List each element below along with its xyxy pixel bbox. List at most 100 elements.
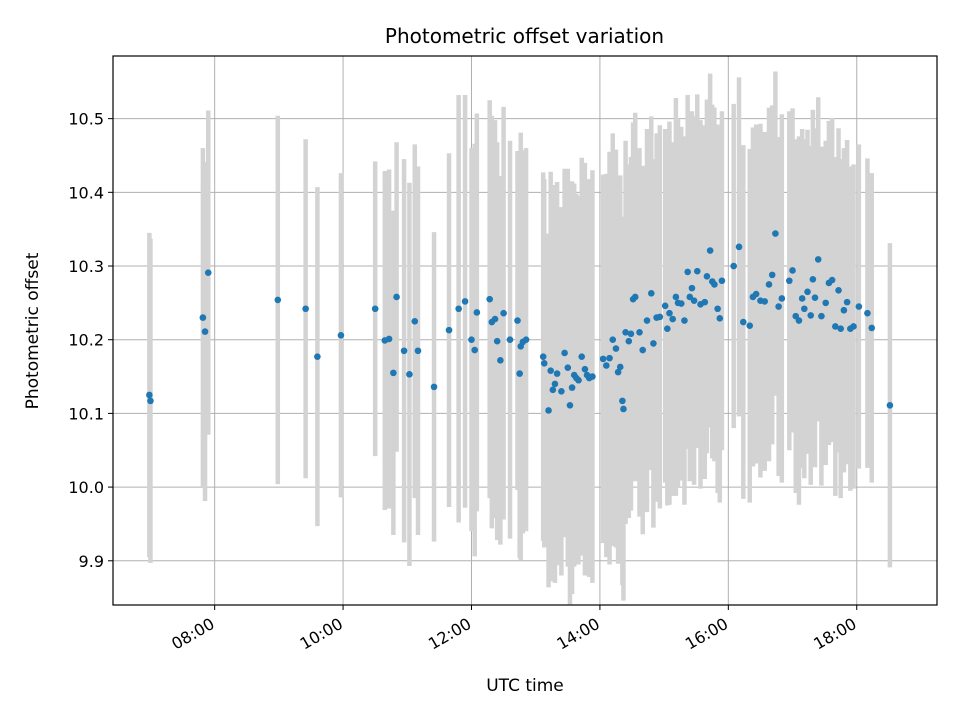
data-point (837, 325, 844, 332)
data-point (575, 376, 582, 384)
y-tick-label: 10.2 (68, 331, 104, 350)
data-point (690, 297, 698, 304)
data-point (558, 387, 565, 395)
data-point (636, 329, 643, 336)
data-point (568, 384, 576, 391)
data-point (622, 329, 629, 336)
data-point (761, 298, 769, 305)
data-point (677, 300, 685, 307)
data-point (650, 340, 657, 347)
data-point (703, 273, 711, 280)
data-point (461, 298, 469, 305)
y-tick-label: 10.1 (68, 404, 104, 423)
data-point (561, 349, 568, 357)
data-point (393, 293, 400, 301)
data-point (471, 346, 479, 354)
data-point (855, 303, 863, 310)
data-point (688, 284, 696, 292)
data-point (612, 345, 620, 352)
data-point (522, 336, 530, 344)
data-point (746, 322, 754, 330)
data-point (500, 309, 507, 317)
data-point (455, 305, 462, 313)
data-point (514, 317, 521, 324)
data-point (664, 325, 671, 332)
data-point (516, 370, 523, 377)
data-point (390, 369, 397, 377)
data-point (589, 373, 596, 380)
data-point (411, 317, 419, 325)
data-point (631, 293, 639, 301)
y-tick-label: 10.4 (68, 183, 104, 202)
data-point (609, 336, 617, 344)
data-point (547, 367, 554, 374)
data-point (730, 262, 737, 270)
data-point (835, 287, 842, 294)
data-point (606, 354, 613, 362)
data-point (669, 315, 676, 323)
data-point (772, 230, 779, 237)
data-point (506, 336, 514, 344)
data-point (701, 298, 709, 306)
data-point (337, 331, 345, 339)
data-point (204, 269, 212, 276)
data-point (795, 317, 803, 324)
chart-title: Photometric offset variation (385, 24, 664, 48)
data-point (566, 401, 574, 409)
data-point (643, 317, 651, 324)
y-axis: 9.9 10.0 10.1 10.2 10.3 10.4 10.5 (68, 110, 113, 571)
data-point (718, 277, 726, 285)
data-point (778, 295, 786, 302)
data-point (599, 355, 607, 363)
data-point (809, 275, 817, 283)
data-point (620, 405, 627, 413)
data-point (864, 309, 871, 317)
data-point (768, 271, 776, 279)
data-point (798, 295, 806, 302)
data-point (639, 346, 647, 354)
data-point (430, 383, 438, 391)
data-points (146, 230, 894, 414)
data-point (314, 353, 321, 360)
data-point (581, 365, 589, 373)
data-point (832, 323, 839, 330)
data-point (578, 353, 586, 360)
data-point (822, 299, 830, 307)
data-point (886, 401, 894, 409)
data-point (414, 347, 422, 355)
data-point (625, 337, 633, 345)
data-point (619, 397, 626, 405)
data-point (656, 313, 664, 321)
data-point (672, 293, 680, 301)
y-tick-label: 10.3 (68, 257, 104, 276)
data-point (661, 302, 669, 310)
data-point (740, 318, 747, 326)
data-point (843, 298, 851, 306)
data-point (400, 347, 408, 355)
data-point (564, 364, 572, 372)
data-point (199, 314, 207, 321)
data-point (775, 303, 782, 310)
data-point (302, 305, 309, 313)
data-point (545, 407, 552, 414)
data-point (828, 276, 836, 284)
data-point (385, 335, 393, 343)
data-point (468, 336, 475, 344)
data-point (486, 295, 493, 303)
data-point (840, 306, 848, 314)
data-point (627, 330, 635, 338)
data-point (549, 386, 557, 394)
data-point (868, 324, 876, 332)
data-point (686, 293, 694, 301)
data-point (818, 312, 825, 320)
data-point (804, 288, 811, 296)
data-point (540, 359, 548, 367)
data-point (681, 317, 688, 324)
plot-frame (112, 55, 938, 606)
data-point (201, 328, 209, 335)
data-point (714, 305, 721, 313)
data-point (614, 368, 622, 376)
data-point (493, 337, 501, 345)
data-point (539, 353, 547, 360)
